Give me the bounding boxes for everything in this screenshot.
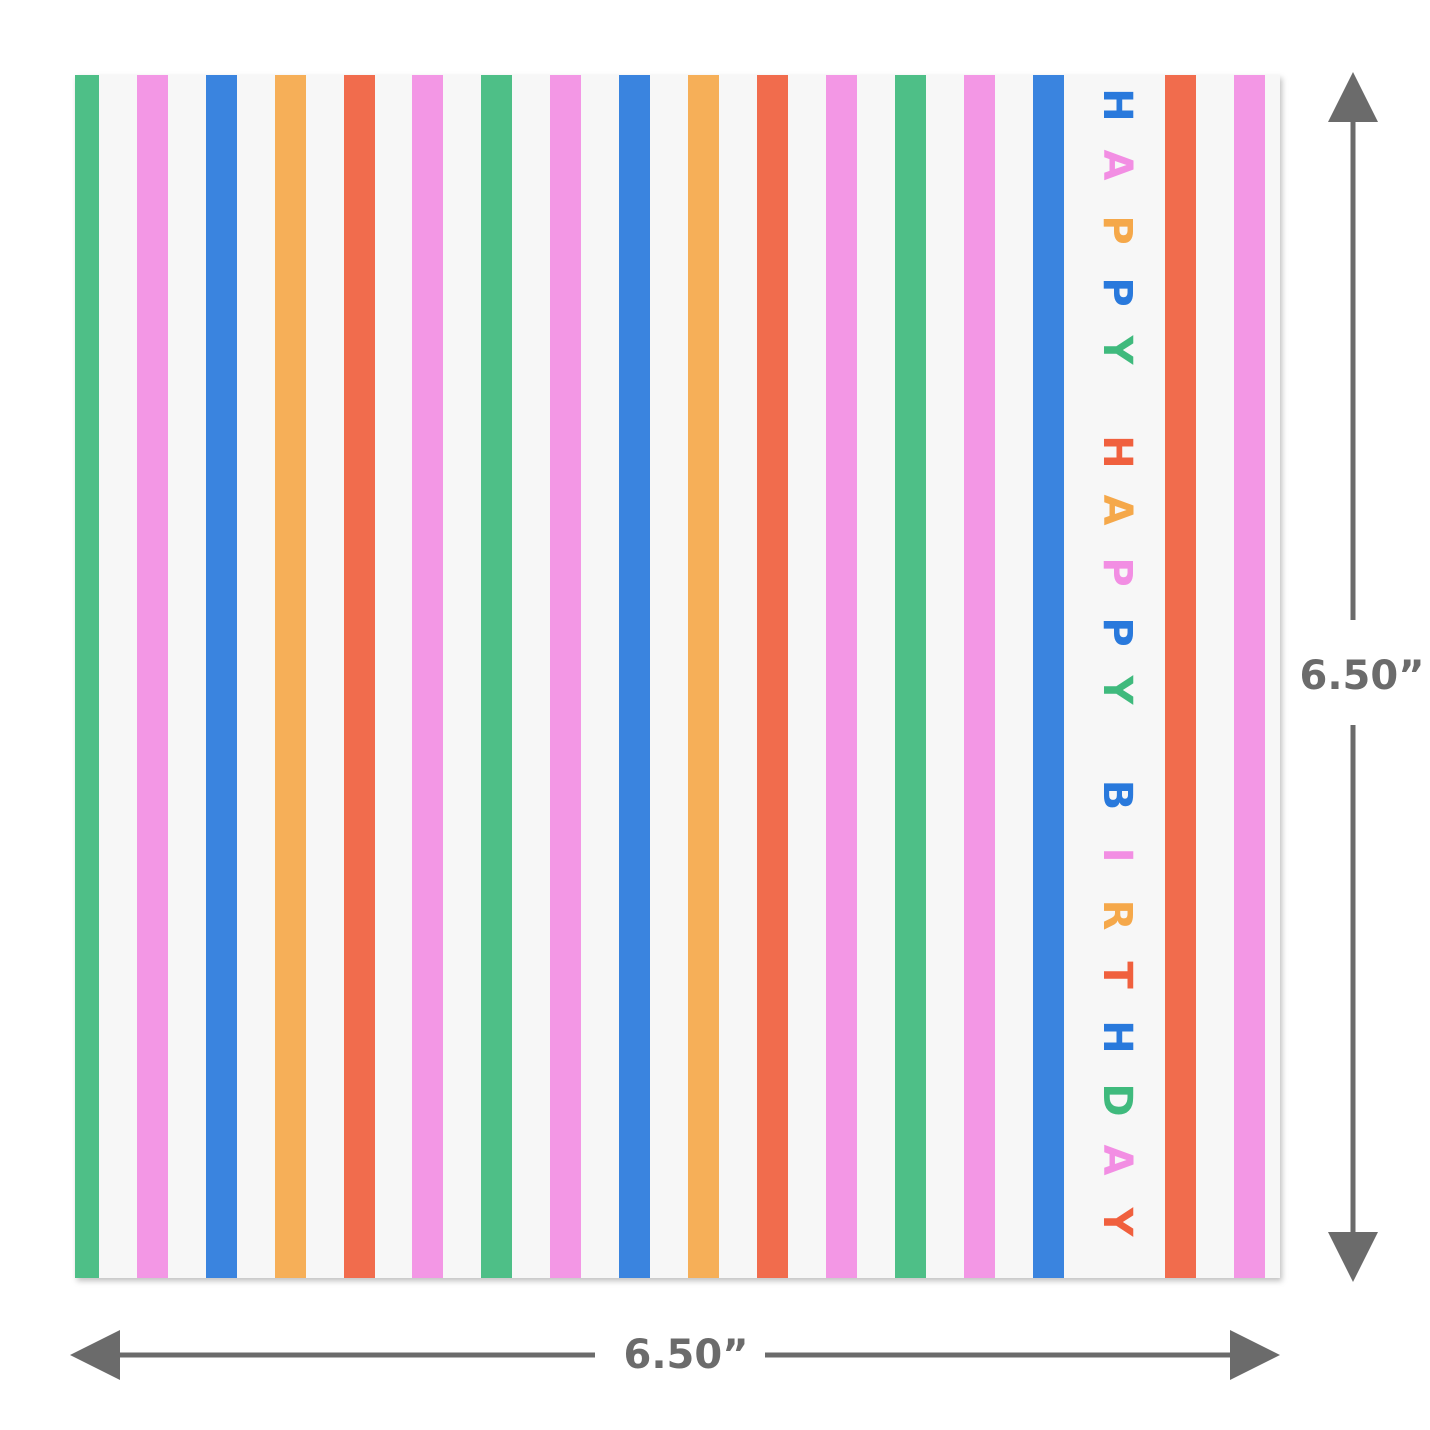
stripe [1165,75,1196,1278]
letter: Y [1094,675,1140,706]
stripe [688,75,719,1278]
stripe [206,75,237,1278]
height-label: 6.50” [1300,653,1425,699]
stripe [826,75,857,1278]
stripe [137,75,168,1278]
letter: R [1094,900,1140,931]
letter: I [1094,848,1140,863]
stripe [550,75,581,1278]
stripe [1234,75,1265,1278]
letter: A [1094,150,1140,181]
letter: H [1094,435,1140,468]
letter: Y [1094,335,1140,366]
letter: T [1094,961,1140,989]
letter: Y [1094,1207,1140,1238]
stripe [757,75,788,1278]
stripe [1033,75,1064,1278]
stripe [412,75,443,1278]
stripe [75,75,99,1278]
stripe [481,75,512,1278]
letter: B [1094,780,1140,811]
letter: D [1094,1083,1140,1116]
letter: A [1094,495,1140,526]
letter: P [1094,215,1140,244]
letter: H [1094,88,1140,121]
stripes [75,75,1265,1278]
stripe [964,75,995,1278]
stripe [895,75,926,1278]
letter: A [1094,1145,1140,1176]
letter: P [1094,557,1140,586]
letter: P [1094,277,1140,306]
width-label: 6.50” [624,1332,749,1378]
stripe [619,75,650,1278]
stripe [344,75,375,1278]
letter: P [1094,617,1140,646]
stripe [275,75,306,1278]
letter: H [1094,1020,1140,1053]
